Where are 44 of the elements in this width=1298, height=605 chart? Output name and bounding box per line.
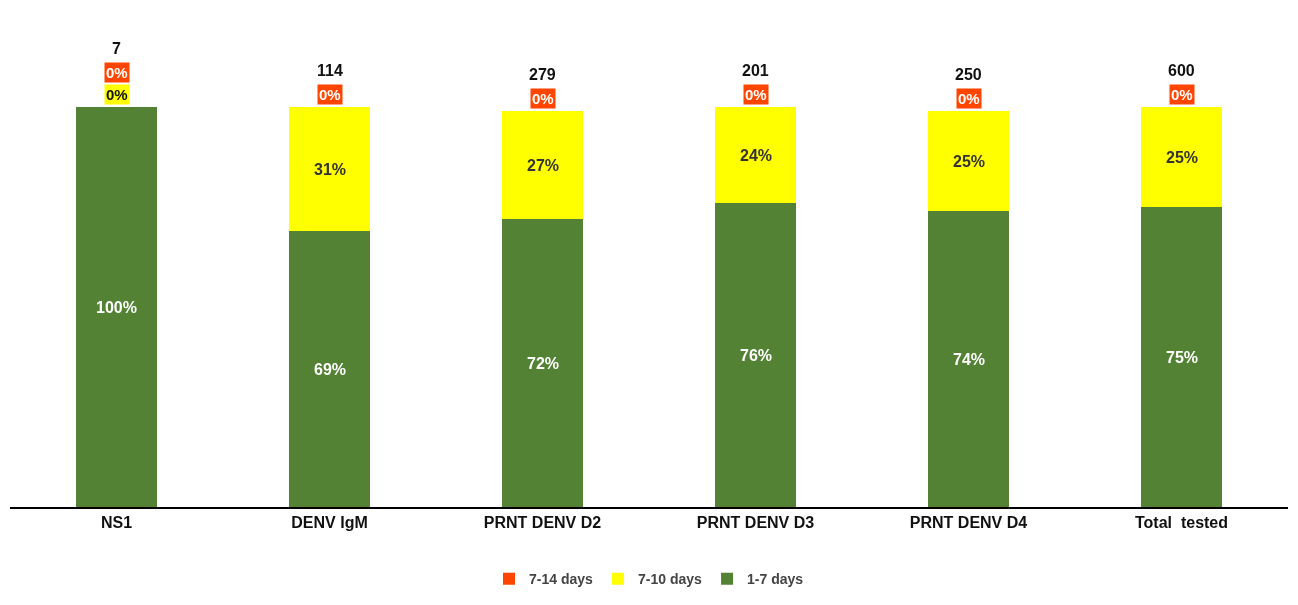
bar [928, 211, 1009, 507]
x-tick-label: PRNT DENV D3 [696, 514, 815, 532]
bar [289, 107, 370, 231]
data-label: 0% [958, 90, 980, 107]
data-label: 31% [314, 161, 347, 178]
data-label: 0% [1171, 86, 1193, 103]
data-label: 27% [527, 157, 560, 174]
data-label: 25% [953, 153, 986, 170]
data-label: 72% [527, 355, 560, 372]
bar [502, 111, 583, 219]
data-label: 24% [740, 147, 773, 164]
data-label: 0% [532, 90, 554, 107]
data-label: 69% [314, 361, 347, 378]
text: 279 [529, 66, 556, 83]
text: 201 [742, 62, 769, 79]
legend-label: 1-7 days [747, 571, 804, 588]
data-label: 100% [96, 299, 137, 316]
data-label: 0% [106, 86, 128, 103]
x-tick-label: PRNT DENV D2 [483, 514, 602, 532]
bar [76, 107, 157, 507]
bar [715, 203, 796, 507]
legend-label: 7-10 days [638, 571, 703, 588]
data-label: 75% [1166, 349, 1199, 366]
text: 600 [1168, 62, 1195, 79]
bar [289, 231, 370, 507]
x-tick-label: Total tested [1134, 514, 1229, 532]
text: 250 [955, 66, 982, 83]
data-label: 0% [106, 64, 128, 81]
bar [928, 111, 1009, 211]
x-tick-label: NS1 [100, 514, 133, 532]
x-tick-label: PRNT DENV D4 [909, 514, 1028, 532]
legend-label: 7-14 days [529, 571, 594, 588]
bar [1141, 107, 1222, 207]
x-tick-label: DENV IgM [291, 514, 368, 532]
bar [502, 219, 583, 507]
text: 114 [317, 62, 343, 79]
data-label: 74% [953, 351, 986, 368]
data-label: 0% [319, 86, 341, 103]
bar [1141, 207, 1222, 507]
bar [715, 107, 796, 203]
data-label: 0% [745, 86, 767, 103]
text: 7 [112, 40, 121, 57]
data-label: 76% [740, 347, 773, 364]
data-label: 25% [1166, 149, 1199, 166]
